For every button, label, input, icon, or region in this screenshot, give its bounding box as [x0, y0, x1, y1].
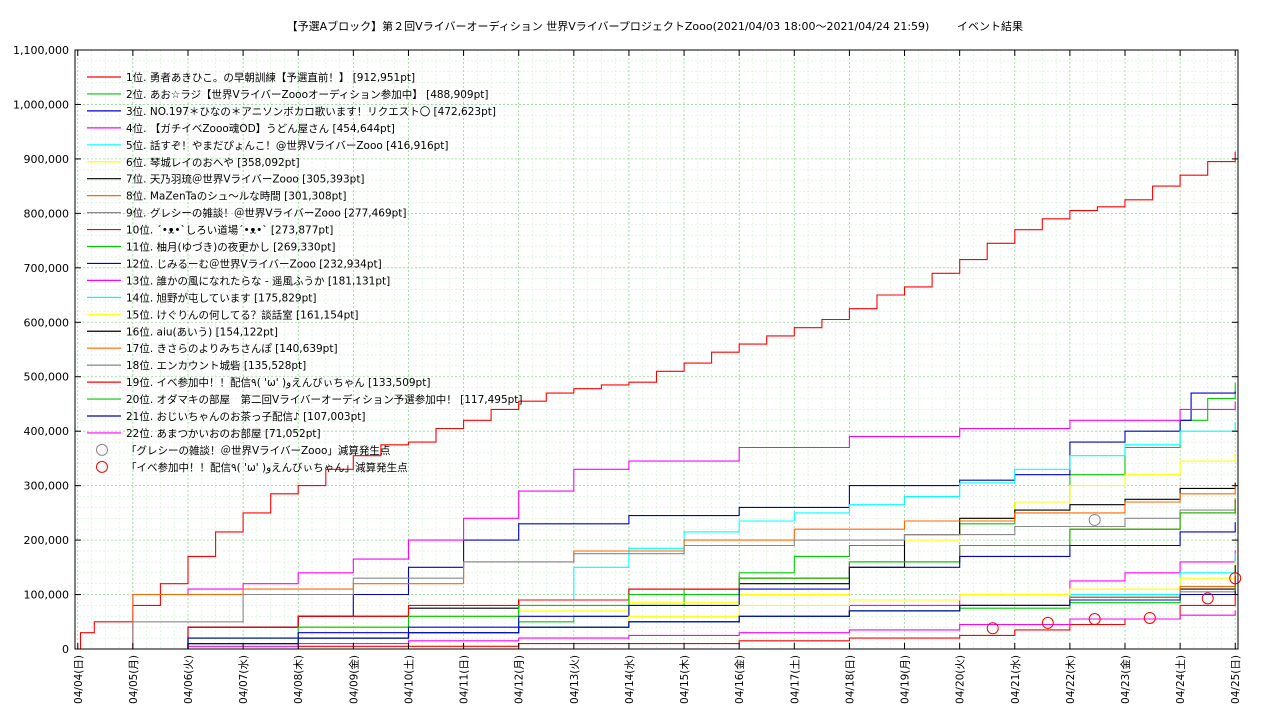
- x-tick-label: 04/08(木): [293, 655, 305, 704]
- y-tick-label: 800,000: [24, 207, 70, 220]
- x-tick-label: 04/07(水): [238, 655, 250, 704]
- legend-label: 8位. MaZenTaのシュ〜ルな時間 [301,308pt]: [126, 190, 347, 203]
- legend-marker: [96, 460, 108, 473]
- legend-label: 「グレシーの雑談！＠世界VライバーZooo」減算発生点: [126, 444, 390, 457]
- y-tick-label: 700,000: [24, 262, 70, 275]
- legend-label: 1位. 勇者あきひこ。の早朝訓練【予選直前！】 [912,951pt]: [126, 71, 415, 84]
- marker-point: [986, 622, 999, 635]
- y-tick-label: 500,000: [24, 371, 70, 384]
- y-tick-label: 0: [62, 643, 69, 656]
- y-tick-label: 1,100,000: [13, 44, 69, 57]
- legend-label: 4位. 【ガチイベZooo魂OD】うどん屋さん [454,644pt]: [126, 122, 395, 135]
- series-line: [77, 391, 1236, 650]
- legend-label: 22位. あまつかいおのお部屋 [71,052pt]: [126, 427, 321, 440]
- legend-label: 21位. おじいちゃんのお茶っ子配信♪ [107,003pt]: [126, 410, 365, 423]
- legend-label: 10位. ´•ᴥ•`しろい道場´•ᴥ•` [273,877pt]: [126, 224, 333, 237]
- legend: 1位. 勇者あきひこ。の早朝訓練【予選直前！】 [912,951pt] 2位. あ…: [87, 71, 523, 474]
- x-tick-label: 04/21(水): [1010, 655, 1022, 704]
- plot-frame: [74, 49, 1239, 650]
- x-tick-label: 04/13(火): [569, 655, 581, 704]
- legend-label: 16位. aiu(あいう) [154,122pt]: [126, 325, 278, 338]
- x-tick-label: 04/09(金): [347, 655, 360, 704]
- legend-label: 6位. 琴城レイのおへや [358,092pt]: [126, 156, 300, 169]
- legend-label: 「イベ参加中！！配信٩( 'ω' )وえんびぃちゃん」減算発生点: [126, 461, 408, 474]
- x-tick-label: 04/14(水): [624, 655, 636, 704]
- y-tick-label: 400,000: [24, 425, 70, 438]
- x-tick-label: 04/12(月): [514, 655, 526, 704]
- x-tick-label: 04/10(土): [402, 655, 415, 704]
- x-tick-label: 04/06(火): [183, 655, 195, 704]
- legend-label: 2位. あお☆ラジ【世界VライバーZoooオーディション参加中】 [488,90…: [126, 88, 489, 101]
- legend-label: 9位. グレシーの雑談！＠世界VライバーZooo [277,469pt]: [126, 207, 407, 220]
- legend-marker: [96, 443, 108, 456]
- marker-point: [1088, 613, 1101, 626]
- chart-subtitle: イベント結果: [957, 19, 1023, 33]
- x-tick-label: 04/04(日): [73, 655, 85, 704]
- legend-label: 3位. NO.197＊ひなの＊アニソンボカロ歌います！リクエスト〇 [472,6…: [126, 105, 496, 118]
- legend-label: 19位. イベ参加中！！配信٩( 'ω' )وえんびぃちゃん [133,509p…: [126, 376, 430, 389]
- marker-point: [1088, 513, 1101, 526]
- legend-label: 15位. けぐりんの何してる？談話室 [161,154pt]: [126, 308, 358, 321]
- y-tick-label: 100,000: [24, 589, 70, 602]
- y-tick-label: 600,000: [24, 316, 70, 329]
- x-tick-label: 04/17(土): [788, 655, 801, 704]
- y-axis: 0 100,000 200,000 300,000 400,000 500,000 600,…: [13, 44, 1238, 656]
- legend-label: 12位. じみるーむ＠世界VライバーZooo [232,934pt]: [126, 257, 382, 270]
- legend-label: 13位. 誰かの風になれたらな - 遥風ふうか [181,131pt]: [126, 274, 390, 287]
- chart-title: 【予選Aブロック】第２回Vライバーオーディション 世界VライバープロジェクトZo…: [287, 19, 930, 33]
- x-tick-label: 04/16(金): [733, 655, 746, 704]
- marker-layer: [986, 513, 1242, 635]
- legend-label: 18位. エンカウント城砦 [135,528pt]: [126, 359, 306, 372]
- series-layer: [77, 151, 1236, 650]
- marker-point: [1041, 616, 1054, 629]
- legend-label: 14位. 旭野が屯しています [175,829pt]: [126, 291, 316, 304]
- legend-label: 5位. 話すぞ！やまだぴょんこ！@世界VライバーZooo [416,916pt]: [126, 139, 449, 152]
- series-line: [77, 151, 1236, 650]
- x-tick-label: 04/23(金): [1119, 655, 1132, 704]
- y-tick-label: 200,000: [24, 534, 70, 547]
- series-line: [77, 484, 1236, 650]
- x-tick-label: 04/19(月): [900, 655, 912, 704]
- series-line: [77, 590, 1236, 650]
- legend-label: 17位. きさらのよりみちさんぽ [140,639pt]: [126, 342, 338, 355]
- x-tick-label: 04/11(日): [459, 655, 471, 704]
- x-tick-label: 04/20(火): [955, 655, 967, 704]
- series-line: [77, 401, 1236, 650]
- y-tick-label: 900,000: [24, 153, 70, 166]
- legend-label: 11位. 柚月(ゆづき)の夜更かし [269,330pt]: [126, 241, 335, 254]
- y-tick-label: 300,000: [24, 480, 70, 493]
- x-tick-label: 04/05(月): [128, 655, 140, 704]
- marker-point: [1201, 592, 1214, 605]
- legend-label: 7位. 天乃羽琉＠世界VライバーZooo [305,393pt]: [126, 173, 365, 186]
- x-tick-label: 04/25(日): [1230, 655, 1242, 704]
- legend-label: 20位. オダマキの部屋 第二回Vライバーオーディション予選参加中！ [117,…: [126, 393, 523, 406]
- x-tick-label: 04/18(日): [844, 655, 856, 704]
- marker-point: [1229, 572, 1242, 585]
- series-line: [77, 497, 1236, 650]
- x-tick-label: 04/15(木): [679, 655, 691, 704]
- x-tick-label: 04/22(木): [1065, 655, 1077, 704]
- y-tick-label: 1,000,000: [13, 98, 69, 111]
- marker-point: [1143, 611, 1156, 624]
- x-tick-label: 04/24(土): [1174, 655, 1187, 704]
- x-axis: 04/04(日) 04/05(月) 04/06(火) 04/07(水) 04/08(木)…: [73, 50, 1242, 704]
